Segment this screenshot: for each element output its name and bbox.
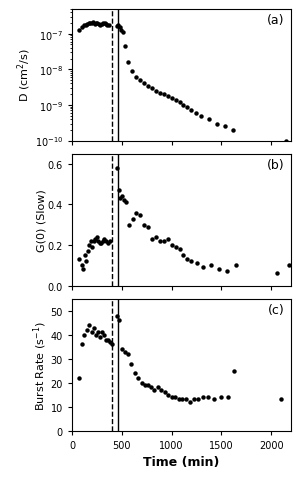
X-axis label: Time (min): Time (min) <box>143 455 220 468</box>
Text: (c): (c) <box>268 303 284 316</box>
Y-axis label: D (cm$^2$/s): D (cm$^2$/s) <box>16 49 33 102</box>
Text: (a): (a) <box>267 14 284 27</box>
Y-axis label: G(0) (Slow): G(0) (Slow) <box>36 189 46 252</box>
Y-axis label: Burst Rate (s$^{-1}$): Burst Rate (s$^{-1}$) <box>32 320 49 410</box>
Text: (b): (b) <box>267 158 284 171</box>
